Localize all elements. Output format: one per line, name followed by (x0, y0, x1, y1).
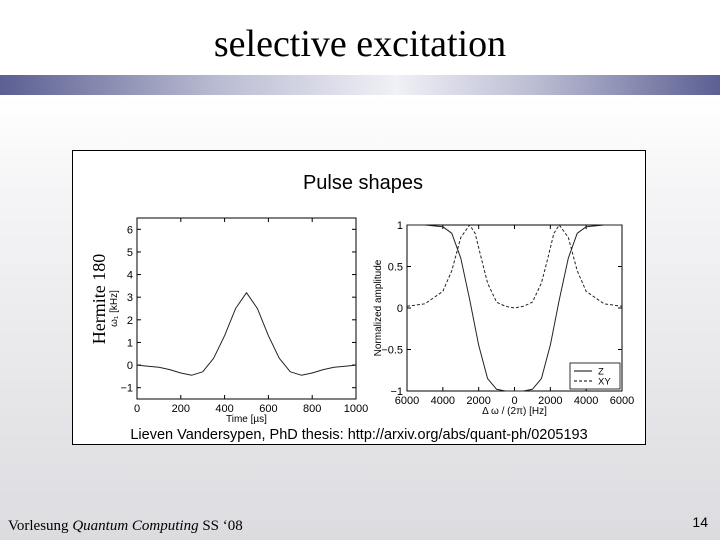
figure-heading: Pulse shapes (303, 172, 423, 194)
chart1-ytick-label: 4 (127, 270, 133, 282)
chart1-xtick-label: 0 (134, 403, 140, 415)
chart1-ytick-label: 1 (127, 337, 133, 349)
footer-course: Vorlesung Quantum Computing SS ‘08 (8, 518, 243, 535)
chart1-ytick-label: 0 (127, 360, 133, 372)
side-label: Hermite 180 (89, 254, 109, 344)
chart2-ytick-label: 1 (397, 220, 403, 232)
chart1-ytick-label: 2 (127, 315, 133, 327)
chart2-series-line-xy (406, 224, 623, 309)
chart1-ytick-label: 5 (127, 247, 133, 259)
chart2-ylabel: Normalized amplitude (373, 259, 384, 356)
chart2-legend-label: XY (598, 377, 611, 388)
chart2-xlabel: Δ ω / (2π) [Hz] (482, 406, 547, 417)
chart2-xtick-label: 2000 (466, 395, 490, 407)
chart1-plot-frame (136, 217, 357, 400)
chart2-xtick-label: 0 (511, 395, 517, 407)
footer-italic: Quantum Computing (72, 518, 199, 534)
slide-title: selective excitation (213, 23, 507, 65)
page-number: 14 (692, 514, 708, 530)
chart1-xtick-label: 800 (303, 403, 321, 415)
figure-panel: Pulse shapes Hermite 180 0 200 400 600 800 10… (72, 150, 646, 445)
chart1-xlabel: Time [µs] (226, 414, 267, 425)
chart1-ytick-label: 3 (127, 292, 133, 304)
chart2-ytick-label: −0.5 (381, 345, 403, 357)
chart-frequency-response: 6000 4000 2000 0 2000 4000 6000 1 0.5 0 −0.5 −1 Δ ω … (373, 220, 634, 417)
chart2-legend-label: Z (598, 367, 604, 378)
chart1-ylabel: ω₁ [kHz] (109, 290, 120, 327)
footer-prefix: Vorlesung (8, 518, 73, 534)
chart2-xtick-label: 6000 (610, 395, 634, 407)
chart1-xtick-label: 200 (172, 403, 190, 415)
chart1-ytick-label: 6 (127, 224, 133, 236)
chart2-legend (569, 362, 621, 390)
chart2-ytick-label: 0.5 (388, 262, 403, 274)
chart2-xtick-label: 6000 (395, 395, 419, 407)
chart2-xtick-label: 4000 (574, 395, 598, 407)
chart2-ytick-label: 0 (397, 303, 403, 315)
chart2-ytick-label: −1 (390, 386, 403, 398)
chart2-xtick-label: 2000 (538, 395, 562, 407)
chart1-xtick-label: 400 (215, 403, 233, 415)
figure-caption: Lieven Vandersypen, PhD thesis: http://a… (130, 427, 587, 443)
chart1-xtick-label: 600 (259, 403, 277, 415)
chart2-series-line-z (407, 224, 622, 392)
chart1-series-line-0 (136, 292, 357, 376)
chart1-xtick-label: 1000 (344, 403, 368, 415)
chart1-ytick-label: −1 (120, 383, 133, 395)
footer-suffix: SS ‘08 (198, 518, 243, 534)
title-divider-bar (0, 75, 720, 95)
figure-svg: Pulse shapes Hermite 180 0 200 400 600 800 10… (89, 172, 634, 443)
chart2-xtick-label: 4000 (431, 395, 455, 407)
